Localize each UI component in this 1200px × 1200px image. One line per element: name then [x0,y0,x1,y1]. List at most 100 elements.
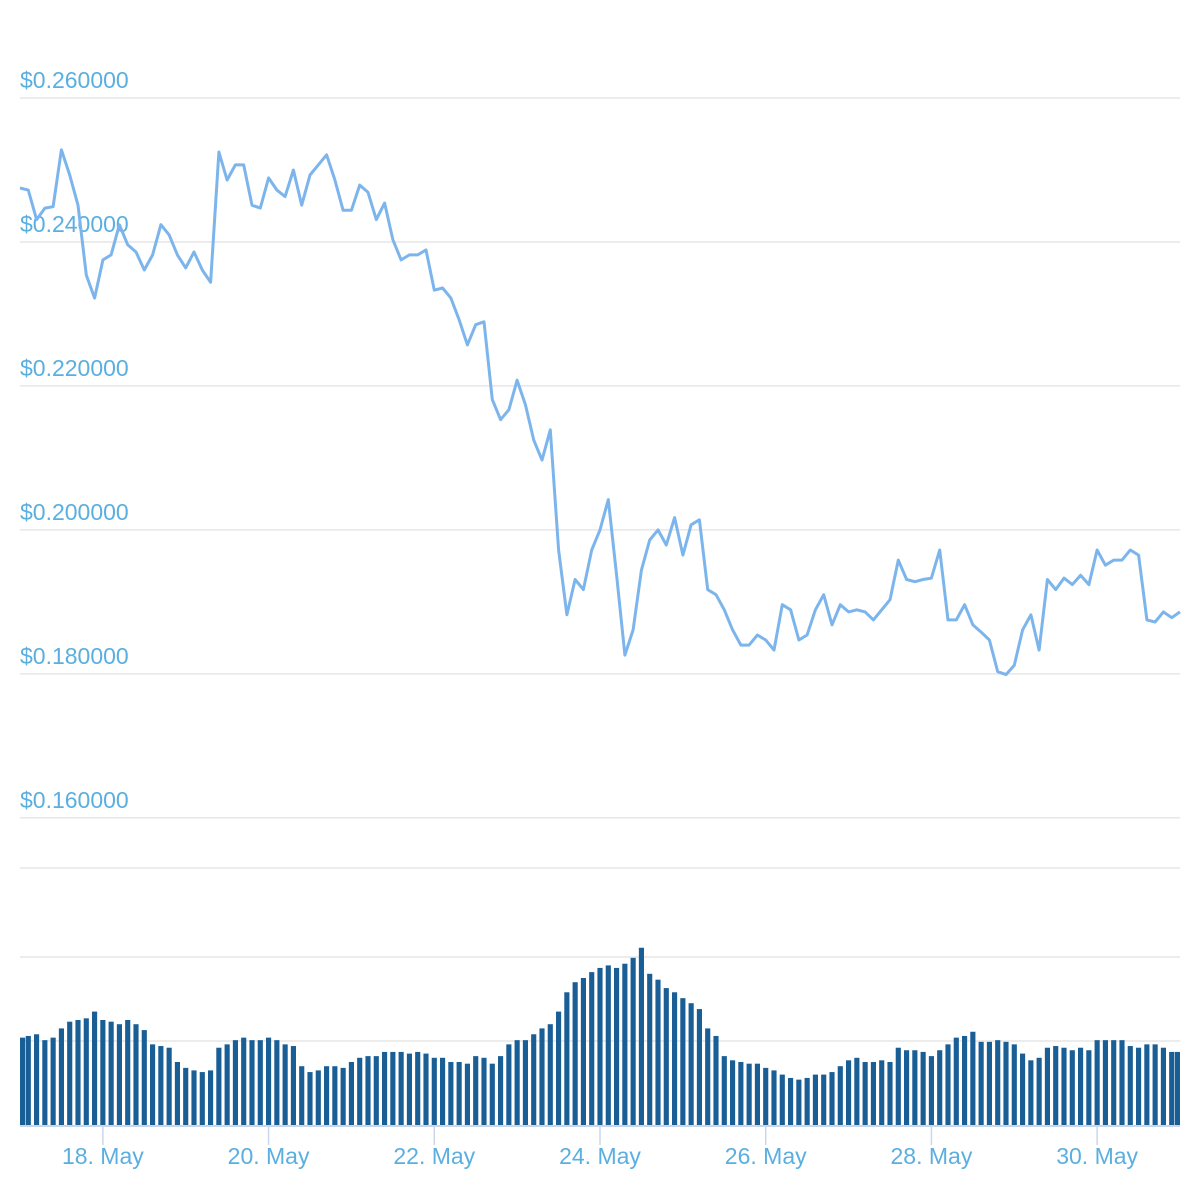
volume-bar [1069,1050,1075,1125]
volume-bar [788,1077,794,1125]
volume-bar [290,1046,296,1125]
volume-bar [241,1037,247,1125]
volume-bar [75,1020,81,1125]
volume-bar [257,1040,263,1125]
volume-bar [1028,1060,1034,1125]
volume-bar [970,1031,976,1125]
volume-bar [879,1060,885,1125]
volume-bar [150,1044,156,1125]
volume-bar [713,1035,719,1125]
volume-bar [464,1063,470,1125]
volume-bar [406,1053,412,1125]
volume-bar [986,1041,992,1125]
volume-bar [266,1037,272,1125]
volume-bar [539,1028,545,1125]
volume-bar [870,1062,876,1125]
volume-bar [274,1040,280,1125]
volume-bar [100,1020,106,1125]
volume-bar [920,1051,926,1125]
volume-bar [1111,1040,1117,1125]
volume-bar [42,1040,48,1125]
volume-bar [962,1035,968,1125]
volume-bar [937,1050,943,1125]
volume-bar [1061,1047,1067,1125]
volume-bar [564,992,570,1125]
volume-bar [1127,1046,1133,1125]
volume-bar [605,965,611,1125]
volume-bar [423,1053,429,1125]
volume-bar [928,1056,934,1125]
y-tick-label: $0.260000 [20,67,129,93]
volume-bar [1160,1047,1166,1125]
volume-bar [630,957,636,1125]
volume-bar [92,1011,98,1125]
volume-bar [804,1077,810,1125]
volume-bar [299,1066,305,1125]
volume-bar [696,1009,702,1125]
volume-bar [373,1056,379,1125]
volume-bar [415,1051,421,1125]
volume-bar [522,1040,528,1125]
volume-bar [249,1040,255,1125]
volume-bar [1174,1051,1180,1125]
volume-bar [174,1062,180,1125]
volume-bar [812,1074,818,1125]
volume-bar [589,972,595,1125]
x-tick-label: 26. May [725,1143,807,1169]
volume-bar [340,1067,346,1125]
volume-bar [556,1011,562,1125]
volume-bar [721,1056,727,1125]
volume-bar [953,1037,959,1125]
volume-bar [315,1070,321,1125]
y-tick-label: $0.220000 [20,355,129,381]
x-tick-label: 20. May [228,1143,310,1169]
volume-bar [1053,1046,1059,1125]
volume-bar [20,1037,26,1125]
x-tick-label: 30. May [1056,1143,1138,1169]
volume-bar [580,978,586,1125]
volume-bar [1086,1050,1092,1125]
x-tick-label: 22. May [393,1143,475,1169]
volume-bar [796,1079,802,1125]
volume-bar [655,979,661,1125]
volume-bar [730,1060,736,1125]
volume-bar [158,1046,164,1125]
volume-bar [846,1060,852,1125]
volume-bar [746,1063,752,1125]
volume-bar [191,1070,197,1125]
y-tick-label: $0.180000 [20,643,129,669]
volume-bar [83,1018,89,1125]
volume-bar [498,1056,504,1125]
volume-bar [348,1062,354,1125]
volume-bar [183,1067,189,1125]
volume-bar [779,1074,785,1125]
volume-bar [638,947,644,1125]
volume-bar [398,1051,404,1125]
volume-bar [680,998,686,1125]
volume-bar [738,1062,744,1125]
volume-bar [481,1057,487,1125]
volume-bar [1094,1040,1100,1125]
volume-bar [1044,1047,1050,1125]
volume-bar [647,973,653,1125]
volume-bar [672,992,678,1125]
volume-bar [125,1020,131,1125]
volume-bar [390,1051,396,1125]
volume-bar [224,1044,230,1125]
volume-bar [58,1028,64,1125]
x-tick-label: 18. May [62,1143,144,1169]
volume-bar [116,1024,122,1125]
volume-bar [365,1056,371,1125]
volume-bar [133,1024,139,1125]
volume-bar [382,1051,388,1125]
volume-bar [663,988,669,1125]
volume-bar [912,1050,918,1125]
volume-bar [232,1040,238,1125]
volume-bar [837,1066,843,1125]
volume-bar [854,1057,860,1125]
volume-bar [622,963,628,1125]
volume-bar [456,1062,462,1125]
volume-bar [67,1021,73,1125]
volume-bar [50,1037,56,1125]
